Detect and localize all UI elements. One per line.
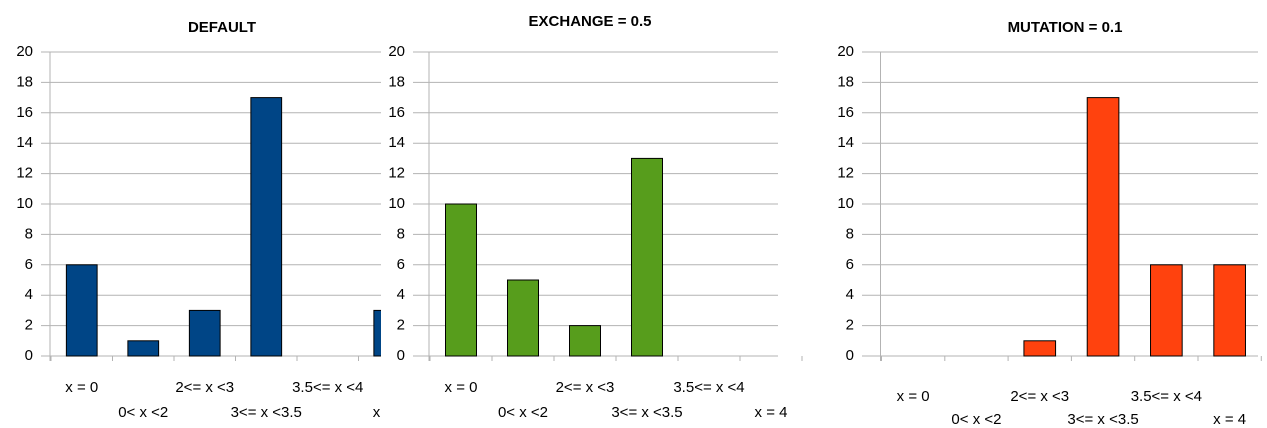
y-tick-label: 6 bbox=[846, 256, 854, 273]
x-tick-label: 3.5<= x <4 bbox=[1131, 388, 1202, 405]
y-tick-label: 6 bbox=[397, 256, 405, 273]
y-tick-label: 18 bbox=[837, 73, 854, 90]
y-tick-label: 10 bbox=[837, 195, 854, 212]
chart: EXCHANGE = 0.5 0 2 4 6 8 10 12 14 16 18 20 x = 0 0< x… bbox=[388, 13, 803, 421]
x-tick-label: 3.5<= x <4 bbox=[673, 379, 744, 396]
y-tick-label: 20 bbox=[16, 43, 33, 60]
bar bbox=[507, 279, 539, 357]
y-tick-label: 10 bbox=[16, 195, 33, 212]
y-tick-label: 14 bbox=[388, 134, 405, 151]
x-tick-label: 0< x <2 bbox=[118, 404, 168, 421]
chart-title: EXCHANGE = 0.5 bbox=[529, 13, 652, 30]
y-tick-label: 18 bbox=[16, 73, 33, 90]
y-tick-label: 2 bbox=[397, 317, 405, 334]
y-tick-label: 8 bbox=[397, 225, 405, 242]
y-tick-label: 4 bbox=[846, 286, 854, 303]
y-tick-label: 10 bbox=[388, 195, 405, 212]
y-tick-label: 12 bbox=[16, 165, 33, 182]
x-tick-label: 3<= x <3.5 bbox=[231, 404, 302, 421]
bar bbox=[631, 157, 663, 357]
y-tick-label: 8 bbox=[846, 225, 854, 242]
x-tick-label: x = 4 bbox=[1213, 411, 1246, 428]
y-tick-label: 0 bbox=[846, 347, 854, 364]
y-tick-label: 16 bbox=[837, 104, 854, 121]
x-tick-label: 3<= x <3.5 bbox=[611, 404, 682, 421]
y-tick-label: 16 bbox=[388, 104, 405, 121]
y-tick-label: 16 bbox=[16, 104, 33, 121]
y-tick-label: 0 bbox=[397, 347, 405, 364]
x-tick-label: 3<= x <3.5 bbox=[1067, 411, 1138, 428]
bar bbox=[445, 203, 477, 357]
y-tick-label: 12 bbox=[388, 165, 405, 182]
bar bbox=[1023, 340, 1057, 357]
bar bbox=[65, 264, 98, 357]
bar bbox=[569, 325, 601, 357]
y-tick-label: 14 bbox=[16, 134, 33, 151]
chart: MUTATION = 0.1 0 2 4 6 8 10 12 14 16 18 20 x = 0 0< x… bbox=[837, 19, 1262, 428]
x-tick-label: x = 0 bbox=[897, 388, 930, 405]
x-tick-label: x = 0 bbox=[65, 379, 98, 396]
bar bbox=[1150, 264, 1183, 357]
x-tick-label: 0< x <2 bbox=[951, 411, 1001, 428]
x-tick-label: x = 4 bbox=[373, 404, 406, 421]
y-tick-label: 12 bbox=[837, 165, 854, 182]
bar bbox=[250, 97, 283, 357]
y-tick-label: 0 bbox=[25, 347, 33, 364]
y-tick-label: 14 bbox=[837, 134, 854, 151]
y-tick-label: 20 bbox=[837, 43, 854, 60]
chart-title: MUTATION = 0.1 bbox=[1008, 19, 1123, 36]
x-tick-label: 0< x <2 bbox=[498, 404, 548, 421]
y-tick-label: 2 bbox=[25, 317, 33, 334]
y-tick-label: 8 bbox=[25, 225, 33, 242]
bar bbox=[1086, 97, 1120, 357]
x-tick-label: 2<= x <3 bbox=[175, 379, 234, 396]
bar bbox=[1213, 264, 1246, 357]
x-tick-label: 3.5<= x <4 bbox=[292, 379, 363, 396]
y-tick-label: 4 bbox=[25, 286, 33, 303]
y-tick-label: 6 bbox=[25, 256, 33, 273]
y-tick-label: 20 bbox=[388, 43, 405, 60]
y-tick-label: 18 bbox=[388, 73, 405, 90]
x-tick-label: 2<= x <3 bbox=[1010, 388, 1069, 405]
bar bbox=[373, 309, 381, 357]
y-tick-label: 2 bbox=[846, 317, 854, 334]
bar bbox=[127, 340, 160, 357]
y-tick-label: 4 bbox=[397, 286, 405, 303]
x-tick-label: x = 4 bbox=[755, 404, 788, 421]
x-tick-label: 2<= x <3 bbox=[556, 379, 615, 396]
chart-title: DEFAULT bbox=[188, 19, 256, 36]
x-tick-label: x = 0 bbox=[445, 379, 478, 396]
bar bbox=[188, 309, 221, 357]
